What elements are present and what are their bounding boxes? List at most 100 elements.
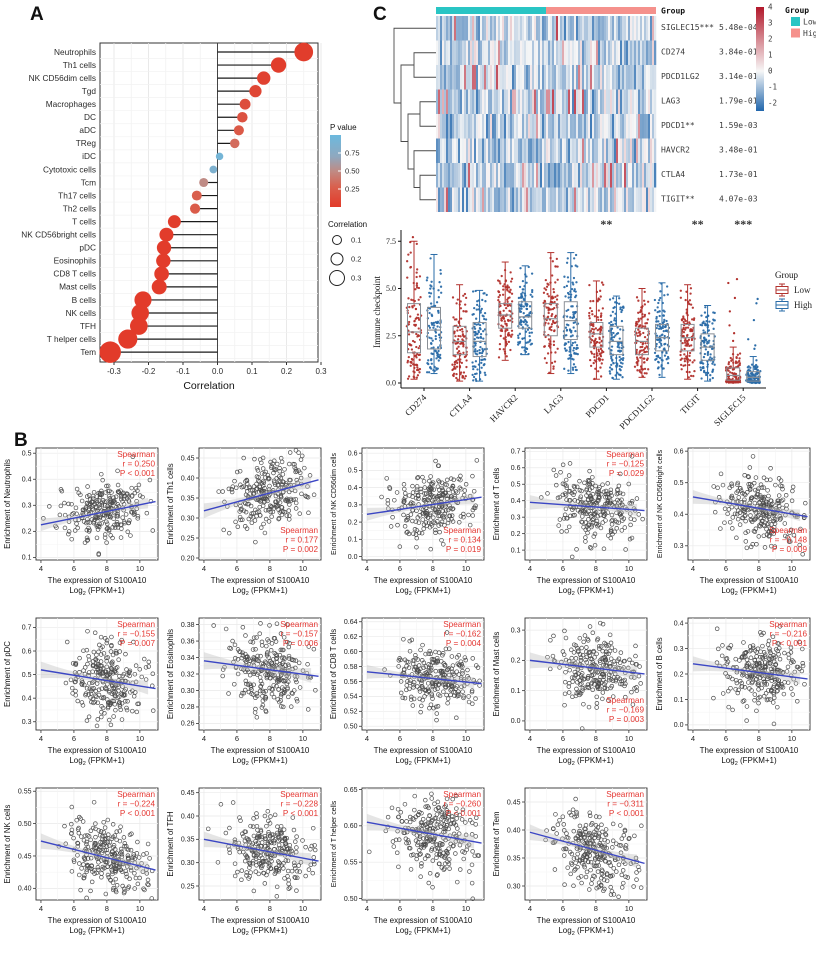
svg-text:0.2: 0.2 [351,255,361,264]
svg-text:r = −0.148: r = −0.148 [770,536,808,545]
svg-text:8: 8 [594,564,598,573]
heatmap-body [436,16,656,212]
lollipop-dot [234,125,244,135]
svg-text:6: 6 [72,564,76,573]
category-label: LAG3 [542,392,566,416]
group-legend-swatch [791,17,800,26]
svg-text:P = 0.009: P = 0.009 [772,545,808,554]
svg-text:-0.2: -0.2 [142,367,156,376]
x-axis-label-line1: The expression of S100A10 [537,746,636,755]
svg-text:6: 6 [398,564,402,573]
x-axis-label-line2: Log2 (FPKM+1) [69,586,125,597]
y-axis-label: Enrichment of Tem [492,812,501,877]
svg-text:4: 4 [768,3,773,12]
svg-text:4: 4 [365,564,369,573]
x-axis-label-line1: The expression of S100A10 [700,576,799,585]
x-axis-label-line1: The expression of S100A10 [48,576,147,585]
svg-text:0.45: 0.45 [181,455,195,462]
lollipop-dot [154,267,169,282]
x-axis-label-line2: Log2 (FPKM+1) [558,926,614,937]
svg-text:Spearman: Spearman [443,526,481,535]
svg-text:-1: -1 [768,83,777,92]
x-axis-label-line1: The expression of S100A10 [48,746,147,755]
svg-text:0.5: 0.5 [511,482,521,489]
cell-label: NK cells [66,308,96,318]
x-axis-label-line1: The expression of S100A10 [374,746,473,755]
x-axis-label-line1: The expression of S100A10 [374,576,473,585]
cell-label: TFH [80,321,96,331]
heatmap-colorbar [756,7,764,111]
svg-text:0.2: 0.2 [22,529,32,536]
lollipop-dot [157,241,171,255]
svg-text:0.5: 0.5 [348,468,358,475]
cell-label: T cells [72,216,96,226]
box-legend-label: Low [794,285,811,295]
lollipop-dot [249,85,261,97]
svg-text:8: 8 [431,564,435,573]
svg-text:P = 0.007: P = 0.007 [120,639,156,648]
cell-label: NK CD56dim cells [29,73,96,83]
category-label: PDCD1 [584,392,611,419]
svg-text:0.30: 0.30 [181,515,195,522]
svg-text:0.3: 0.3 [674,543,684,550]
gene-pvalue: 3.14e-01 [719,72,758,81]
y-axis-label: Enrichment of Eosinophils [166,629,175,719]
svg-text:0.3: 0.3 [511,514,521,521]
svg-text:0.4: 0.4 [22,477,32,484]
x-axis-label-line2: Log2 (FPKM+1) [395,586,451,597]
y-axis-label: Enrichment of CD8 T cells [329,629,338,719]
cell-label: Macrophages [46,99,96,109]
group-legend-label: High [803,29,816,38]
svg-text:P = 0.029: P = 0.029 [609,469,645,478]
gene-label: CTLA4 [661,170,685,179]
svg-text:4: 4 [39,564,43,573]
svg-text:-0.1: -0.1 [176,367,190,376]
x-axis-label-line2: Log2 (FPKM+1) [558,586,614,597]
svg-text:10: 10 [136,564,144,573]
svg-text:0.4: 0.4 [674,512,684,519]
category-label: TIGIT [678,392,702,416]
svg-text:0.3: 0.3 [315,367,327,376]
y-axis-label: Enrichment of NK CD56bright cells [657,449,664,558]
gene-pvalue: 3.48e-01 [719,146,758,155]
y-axis-label: Enrichment of TFH [166,811,175,876]
svg-text:0.1: 0.1 [511,547,521,554]
svg-text:0.6: 0.6 [22,648,32,655]
svg-text:7.5: 7.5 [386,237,396,246]
svg-text:0.3: 0.3 [22,719,32,726]
svg-text:10: 10 [462,564,470,573]
svg-text:10: 10 [136,734,144,743]
cell-label: T helper cells [47,334,96,344]
x-axis-label-line1: The expression of S100A10 [374,916,473,925]
x-axis-label-line2: Log2 (FPKM+1) [395,756,451,767]
svg-text:4: 4 [202,564,206,573]
row-dendrogram [394,28,436,200]
lollipop-dot [192,191,202,201]
group-legend-swatch [791,29,800,38]
svg-text:0.5: 0.5 [22,672,32,679]
lollipop-dot [159,228,173,242]
svg-text:0.1: 0.1 [348,537,358,544]
box-legend-title: Group [775,270,798,280]
gene-label: PDCD1** [661,121,695,130]
svg-text:-2: -2 [768,99,777,108]
gene-label: PDCD1LG2 [661,72,700,81]
category-label: CTLA4 [447,392,474,419]
svg-text:4: 4 [691,564,695,573]
